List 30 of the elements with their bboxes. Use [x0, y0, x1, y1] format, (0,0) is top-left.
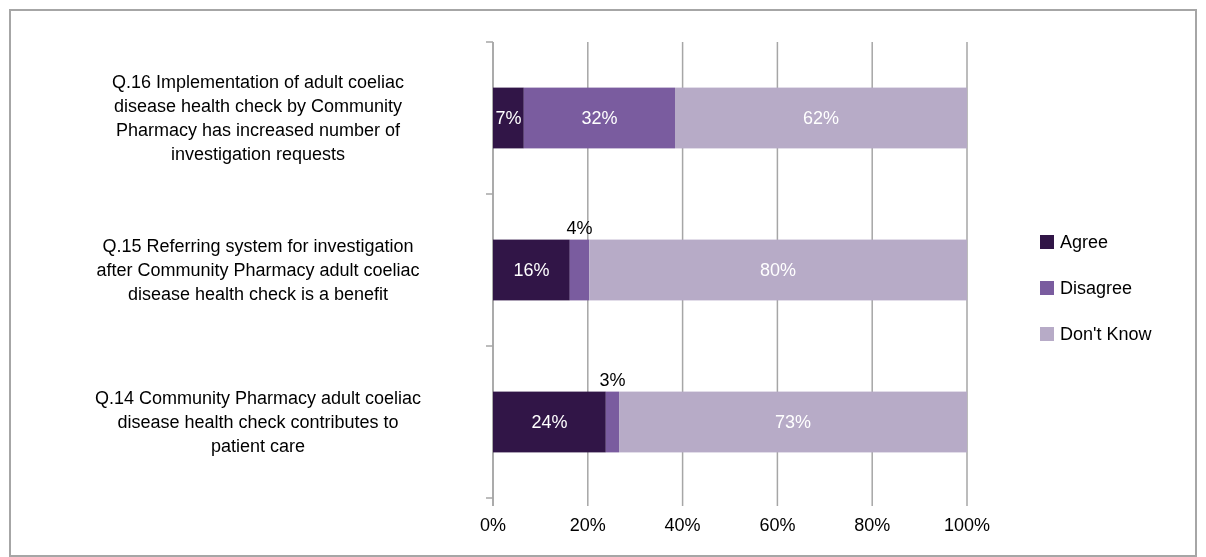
bar [569, 239, 590, 301]
bar [523, 87, 676, 149]
data-label: 3% [599, 369, 626, 390]
y-tick-label: Q.16 Implementation of adult coeliac disease health check by Community Pharmacy has increased number of investigation requests [111, 72, 405, 165]
data-label: 7% [495, 108, 522, 129]
bar [589, 239, 967, 301]
bar [619, 391, 967, 453]
bar [493, 239, 570, 301]
bar [605, 391, 620, 453]
x-tick-label: 40% [664, 515, 701, 535]
data-label: 73% [775, 412, 812, 433]
y-tick-label: Q.14 Community Pharmacy adult coeliac disease health check contributes to patient care [94, 388, 422, 457]
data-label: 24% [531, 412, 568, 433]
data-label: 16% [513, 260, 550, 281]
data-label: 4% [566, 217, 593, 238]
legend-label: Don't Know [1060, 324, 1153, 345]
x-tick-label: 60% [759, 515, 796, 535]
x-tick-label: 100% [943, 515, 991, 535]
bar [493, 391, 606, 453]
data-label: 32% [581, 108, 618, 129]
y-tick-label: Q.15 Referring system for investigation after Community Pharmacy adult coeliac disease health check is a benefit [96, 236, 420, 305]
data-label: 62% [802, 108, 840, 129]
x-tick-label: 0% [479, 515, 507, 535]
bar [675, 87, 967, 149]
legend-label: Disagree [1060, 278, 1133, 299]
x-tick-label: 80% [854, 515, 891, 535]
bar [493, 87, 524, 149]
x-tick-label: 20% [569, 515, 606, 535]
legend-label: Agree [1060, 232, 1109, 253]
data-label: 80% [760, 260, 797, 281]
